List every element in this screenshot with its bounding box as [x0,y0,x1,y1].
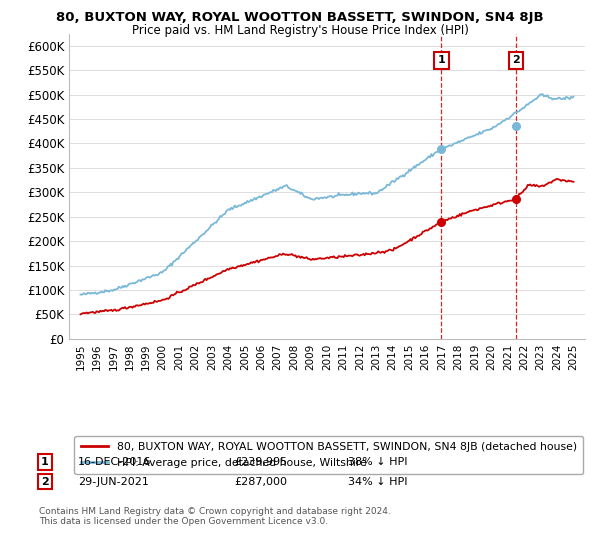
Text: 2: 2 [512,55,520,66]
Text: Contains HM Land Registry data © Crown copyright and database right 2024.
This d: Contains HM Land Registry data © Crown c… [39,507,391,526]
Text: £239,995: £239,995 [234,457,287,467]
Text: 1: 1 [437,55,445,66]
Text: 2: 2 [41,477,49,487]
Text: 34% ↓ HPI: 34% ↓ HPI [348,477,407,487]
Text: 80, BUXTON WAY, ROYAL WOOTTON BASSETT, SWINDON, SN4 8JB: 80, BUXTON WAY, ROYAL WOOTTON BASSETT, S… [56,11,544,24]
Text: £287,000: £287,000 [234,477,287,487]
Text: 38% ↓ HPI: 38% ↓ HPI [348,457,407,467]
Text: 29-JUN-2021: 29-JUN-2021 [78,477,149,487]
Text: 1: 1 [41,457,49,467]
Text: 16-DEC-2016: 16-DEC-2016 [78,457,151,467]
Text: Price paid vs. HM Land Registry's House Price Index (HPI): Price paid vs. HM Land Registry's House … [131,24,469,36]
Legend: 80, BUXTON WAY, ROYAL WOOTTON BASSETT, SWINDON, SN4 8JB (detached house), HPI: A: 80, BUXTON WAY, ROYAL WOOTTON BASSETT, S… [74,436,583,474]
